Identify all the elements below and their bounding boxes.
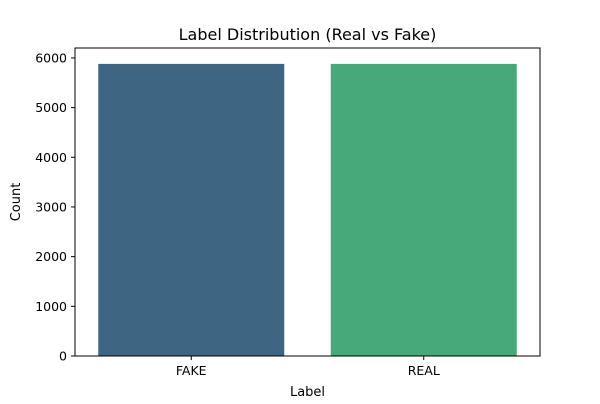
y-tick-label: 5000 [35,100,67,115]
chart-title: Label Distribution (Real vs Fake) [179,25,437,44]
y-tick-label: 6000 [35,50,67,65]
x-tick-label: REAL [408,363,440,378]
x-axis-label: Label [290,385,325,400]
x-axis-ticks: FAKE REAL [176,356,440,378]
bar-real [330,63,517,356]
x-tick-label: FAKE [176,363,207,378]
y-tick-label: 3000 [35,199,67,214]
y-tick-label: 2000 [35,249,67,264]
y-tick-label: 4000 [35,150,67,165]
bars-group [98,63,517,356]
y-axis-label: Count [9,183,24,222]
y-tick-label: 0 [59,349,67,364]
plot-area-frame [74,47,541,357]
y-tick-label: 1000 [35,299,67,314]
y-axis-ticks: 0 1000 2000 3000 4000 5000 6000 [35,50,75,364]
bar-fake [98,63,285,356]
